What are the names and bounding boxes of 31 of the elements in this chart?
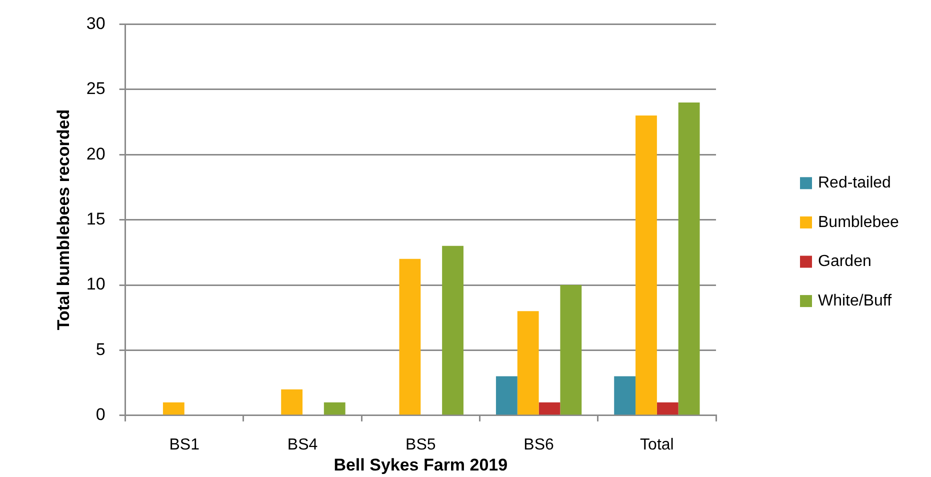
bar bbox=[281, 389, 303, 415]
bar bbox=[636, 115, 657, 415]
y-tick-label: 10 bbox=[86, 274, 106, 294]
x-axis-title: Bell Sykes Farm 2019 bbox=[334, 455, 508, 474]
y-tick-label: 20 bbox=[86, 144, 106, 164]
y-tick-label: 5 bbox=[96, 340, 106, 359]
legend-label: Bumblebee bbox=[818, 214, 900, 231]
bar bbox=[442, 246, 464, 415]
y-tick-label: 30 bbox=[86, 14, 106, 33]
bar bbox=[162, 402, 184, 415]
legend-label: White/Buff bbox=[818, 292, 892, 310]
bar bbox=[399, 258, 421, 415]
x-tick-label: BS5 bbox=[406, 436, 436, 454]
bar bbox=[517, 311, 539, 415]
bar bbox=[560, 285, 582, 415]
legend-label: Red-tailed bbox=[818, 174, 891, 192]
x-tick-label: BS4 bbox=[287, 436, 318, 454]
y-axis-title: Total bumblebees recorded bbox=[54, 109, 73, 330]
bar bbox=[538, 402, 560, 415]
y-tick-label: 25 bbox=[86, 79, 106, 98]
x-tick-label: BS1 bbox=[169, 436, 200, 454]
bar bbox=[324, 402, 346, 415]
y-tick-label: 0 bbox=[96, 405, 106, 424]
legend-label: Garden bbox=[818, 253, 872, 270]
x-tick-label: BS6 bbox=[524, 436, 554, 454]
x-tick-label: Total bbox=[640, 436, 674, 454]
bar bbox=[614, 376, 636, 415]
bar bbox=[656, 402, 678, 415]
y-tick-label: 15 bbox=[86, 209, 106, 228]
bar bbox=[678, 102, 700, 415]
bar bbox=[496, 376, 518, 415]
